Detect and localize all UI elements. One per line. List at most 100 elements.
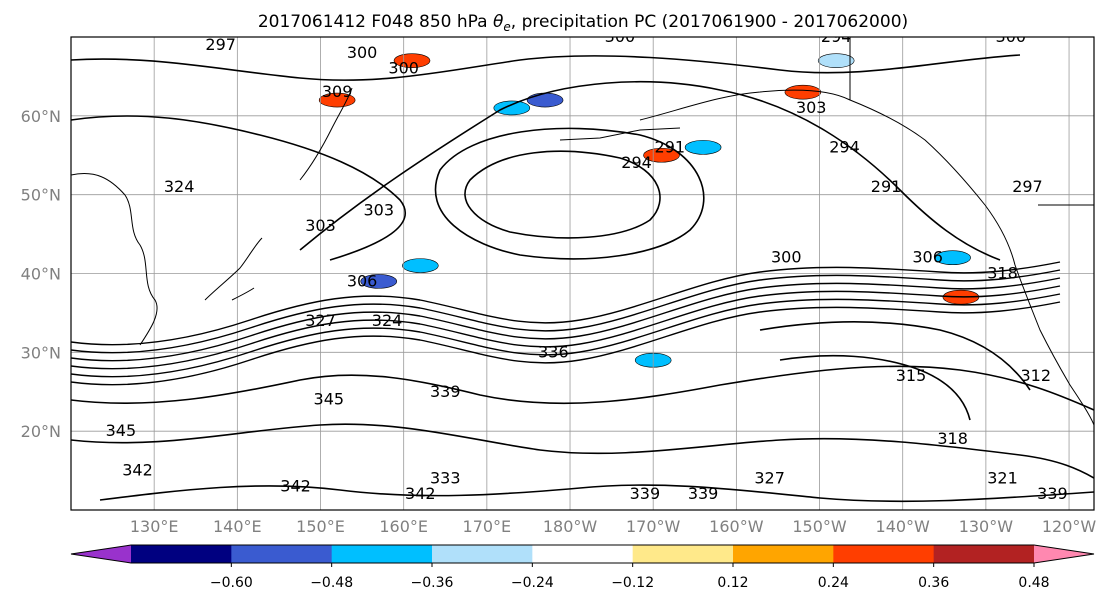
contour-label: 291 (871, 177, 902, 196)
colorbar-tick-label: −0.36 (411, 575, 454, 591)
colorbar-tick-label: −0.12 (611, 575, 654, 591)
contour-label: 324 (372, 311, 403, 330)
contour-label: 306 (347, 271, 378, 290)
contour-label: 294 (821, 27, 852, 46)
x-tick-label: 180°W (543, 517, 598, 536)
coastline-east-asia (71, 173, 158, 346)
x-tick-label: 170°W (626, 517, 681, 536)
colorbar-segment (933, 545, 1035, 563)
contour-label: 300 (605, 27, 636, 46)
colorbar-segment (432, 545, 533, 563)
colorbar-segment (231, 545, 333, 563)
coastline-north-america (984, 204, 1094, 426)
y-tick-label: 60°N (21, 107, 61, 126)
coastline-japan (204, 237, 263, 301)
contour-label: 321 (987, 468, 1018, 487)
precipitation-patch (318, 92, 356, 108)
contour-label: 339 (430, 382, 461, 401)
y-tick-label: 30°N (21, 343, 61, 362)
y-tick-label: 40°N (21, 265, 61, 284)
x-tick-label: 130°W (959, 517, 1014, 536)
jet-contour (71, 285, 1061, 370)
precipitation-patch (817, 53, 855, 68)
contour-label: 300 (996, 27, 1027, 46)
contour-label: 324 (164, 177, 195, 196)
contour-label: 318 (937, 429, 968, 448)
contour-label: 297 (205, 35, 236, 54)
contour-label: 294 (829, 137, 860, 156)
contour-label: 339 (688, 484, 719, 503)
x-tick-label: 160°W (709, 517, 764, 536)
x-tick-label: 150°E (296, 517, 345, 536)
x-tick-label: 150°W (792, 517, 847, 536)
contour-label: 342 (122, 461, 153, 480)
colorbar-extend-low (71, 545, 131, 563)
coastlines (71, 37, 1094, 426)
colorbar-tick-label: −0.24 (511, 575, 554, 591)
contour-label: 345 (106, 421, 137, 440)
jet-contour (71, 261, 1061, 346)
precipitation-patch (402, 258, 439, 273)
contour-label: 300 (771, 248, 802, 267)
jet-contour (71, 293, 1061, 378)
colorbar-tick-label: 0.36 (918, 575, 949, 591)
colorbar-tick-label: 0.12 (717, 575, 748, 591)
contour-label: 327 (754, 468, 785, 487)
theta-e-contour (71, 423, 1094, 479)
colorbar-segment (833, 545, 935, 563)
contour-label: 303 (363, 200, 394, 219)
colorbar-tick-label: −0.60 (210, 575, 253, 591)
precipitation-patch (360, 274, 398, 289)
colorbar-segment (331, 545, 433, 563)
map-frame (70, 36, 1095, 511)
colorbar-segment (632, 545, 734, 563)
theta-e-contour (71, 54, 1021, 81)
y-tick-labels: 20°N 30°N 40°N 50°N 60°N (21, 107, 61, 441)
contour-label: 339 (1037, 484, 1068, 503)
jet-contour (71, 277, 1061, 362)
border-canada-us (849, 37, 1094, 206)
jet-contour (71, 301, 1061, 386)
contour-label: 336 (538, 342, 569, 361)
y-tick-label: 50°N (21, 186, 61, 205)
contour-label: 300 (388, 59, 419, 78)
x-tick-label: 170°E (463, 517, 512, 536)
contour-label: 291 (655, 137, 686, 156)
colorbar: −0.60 −0.48 −0.36 −0.24 −0.12 0.12 0.24 0.36 0.4… (70, 544, 1095, 591)
colorbar-segment (733, 545, 834, 563)
contour-label: 318 (987, 264, 1018, 283)
theta-e-contour (464, 150, 661, 239)
coastline-kamchatka (299, 87, 353, 181)
colorbar-extend-high (1034, 545, 1094, 563)
x-tick-label: 130°E (130, 517, 179, 536)
theta-e-contour (71, 365, 1094, 411)
contour-label: 342 (280, 476, 311, 495)
precipitation-patch (643, 147, 680, 163)
contour-label: 342 (405, 484, 436, 503)
x-tick-labels: 130°E 140°E 150°E 160°E 170°E 180°W 170°W 160°W… (130, 517, 1097, 536)
chart-title: 2017061412 F048 850 hPa θe, precipitatio… (258, 12, 908, 34)
contour-label: 339 (630, 484, 661, 503)
x-tick-label: 160°E (379, 517, 428, 536)
precipitation-patch (393, 53, 431, 68)
precipitation-patch (684, 140, 722, 155)
contour-label: 312 (1021, 366, 1052, 385)
colorbar-tick-labels: −0.60 −0.48 −0.36 −0.24 −0.12 0.12 0.24 0.36 0.4… (210, 563, 1050, 591)
colorbar-segment (532, 545, 634, 563)
theta-e-contour (779, 354, 971, 421)
contour-label: 294 (621, 153, 652, 172)
colorbar-segment (131, 545, 232, 563)
precipitation-patch (934, 250, 971, 266)
contour-label: 303 (305, 216, 336, 235)
colorbar-boxes (71, 545, 1094, 563)
contour-label: 309 (322, 82, 353, 101)
graticule (71, 37, 1094, 510)
colorbar-outline (70, 544, 1095, 564)
contour-label: 327 (305, 311, 336, 330)
contour-label: 303 (796, 98, 827, 117)
colorbar-tick-label: −0.48 (310, 575, 353, 591)
y-tick-label: 20°N (21, 422, 61, 441)
x-tick-label: 120°W (1042, 517, 1097, 536)
